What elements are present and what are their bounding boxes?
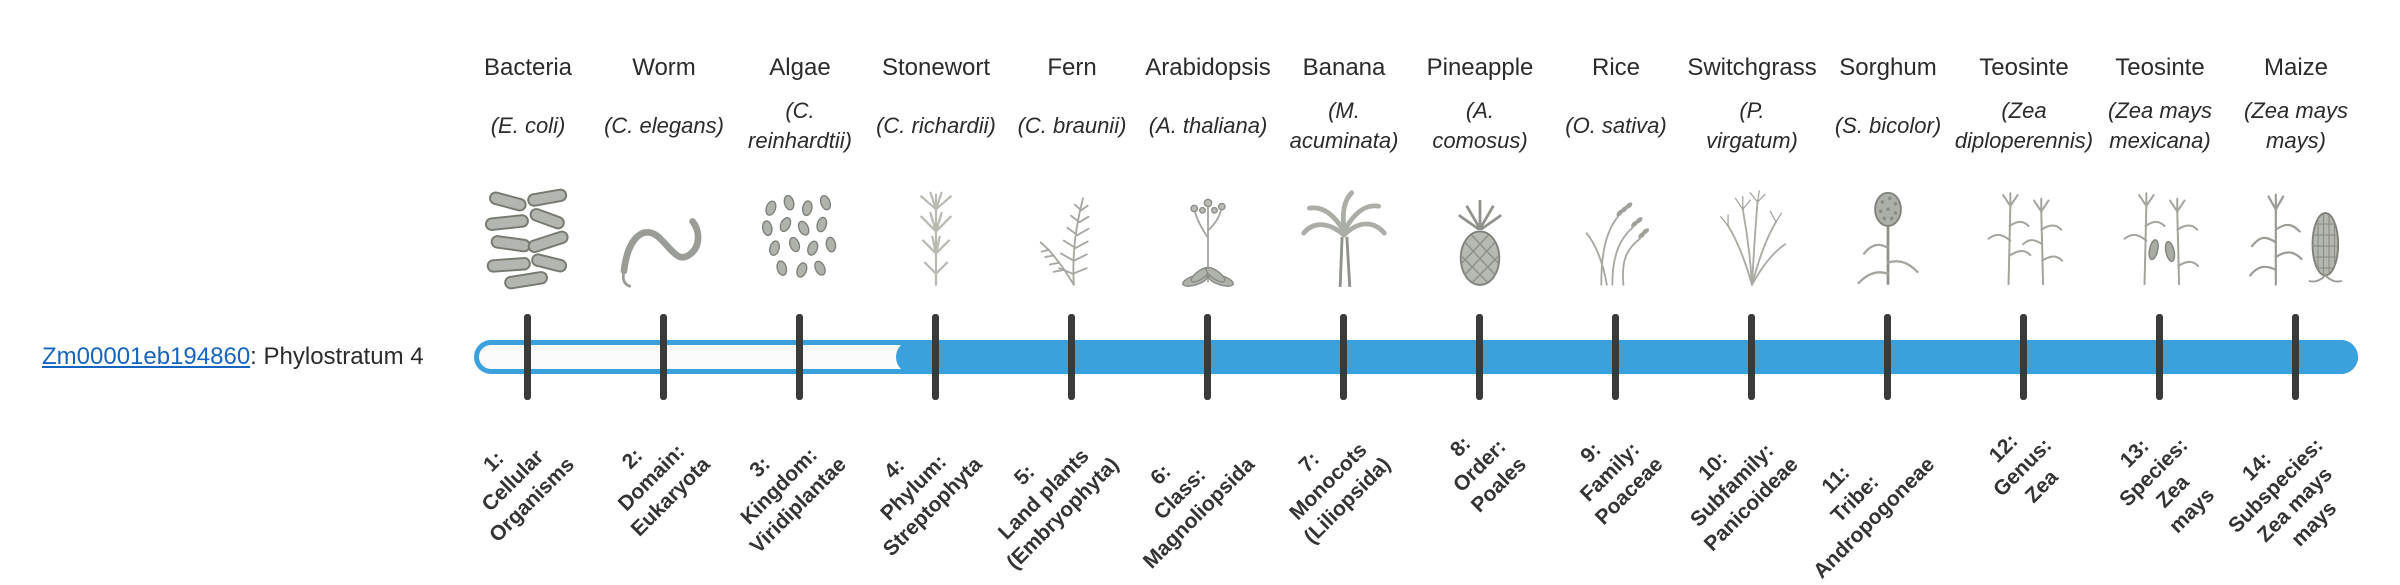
tick-label-11: 11: Tribe: Andropogoneae	[1808, 452, 1939, 583]
fern-icon	[987, 168, 1157, 290]
organism-column-teosinte-diploperennis: Teosinte (Zea diploperennis)	[1939, 52, 2109, 290]
pineapple-icon	[1395, 168, 1565, 290]
organism-scientific-name: (M. acuminata)	[1289, 98, 1399, 153]
organism-column-bacteria: Bacteria (E. coli)	[443, 52, 613, 290]
organism-name: Stonewort	[881, 54, 991, 81]
organism-name: Teosinte	[2115, 54, 2205, 81]
organism-scientific-name: (C. richardii)	[876, 113, 996, 139]
organism-name: Fern	[1047, 54, 1097, 81]
tick-label-7: 7: Monocots (Liliopsida)	[1285, 438, 1395, 549]
stonewort-icon	[851, 168, 1021, 290]
gene-id-link[interactable]: Zm00001eb194860	[42, 343, 251, 370]
organism-scientific-name: (C. elegans)	[604, 113, 724, 139]
organism-column-switchgrass: Switchgrass (P. virgatum)	[1667, 52, 1837, 290]
organism-column-pineapple: Pineapple (A. comosus)	[1395, 52, 1565, 290]
bacteria-icon	[443, 168, 613, 290]
tick-13	[2156, 314, 2163, 400]
tick-label-12: 12: Genus: Zea	[1984, 429, 2063, 508]
teosinte-diploperennis-icon	[1939, 168, 2109, 290]
worm-icon	[579, 168, 749, 290]
tick-11	[1884, 314, 1891, 400]
organism-scientific-name: (C. braunii)	[1017, 113, 1127, 139]
tick-14	[2292, 314, 2299, 400]
tick-label-14: 14: Subspecies: Zea mays mays	[2224, 433, 2342, 551]
rice-icon	[1531, 168, 1701, 290]
organism-name: Banana	[1302, 54, 1386, 81]
tick-label-9: 9: Family: Poaceae	[1575, 437, 1667, 530]
timeline-bar-fill	[896, 340, 2358, 374]
sorghum-icon	[1803, 168, 1973, 290]
algae-icon	[715, 168, 885, 290]
tick-1	[524, 314, 531, 400]
tick-6	[1204, 314, 1211, 400]
organism-name: Sorghum	[1839, 54, 1937, 81]
switchgrass-icon	[1667, 168, 1837, 290]
tick-2	[660, 314, 667, 400]
tick-3	[796, 314, 803, 400]
organism-column-worm: Worm (C. elegans)	[579, 52, 749, 290]
organism-column-fern: Fern (C. braunii)	[987, 52, 1157, 290]
tick-label-6: 6: Class: Magnoliopsida	[1138, 452, 1259, 573]
tick-10	[1748, 314, 1755, 400]
organism-column-arabidopsis: Arabidopsis (A. thaliana)	[1123, 52, 1293, 290]
organism-scientific-name: (A. thaliana)	[1148, 113, 1268, 139]
gene-phylostratum-text: : Phylostratum 4	[250, 343, 424, 370]
tick-label-13: 13: Species: Zea mays	[2114, 433, 2219, 538]
organism-name: Algae	[769, 54, 831, 81]
organism-scientific-name: (Zea diploperennis)	[1954, 98, 2094, 153]
organism-scientific-name: (P. virgatum)	[1706, 98, 1798, 153]
organism-name: Switchgrass	[1687, 54, 1817, 81]
organism-column-teosinte-mexicana: Teosinte (Zea mays mexicana)	[2075, 52, 2245, 290]
tick-8	[1476, 314, 1483, 400]
organism-column-sorghum: Sorghum (S. bicolor)	[1803, 52, 1973, 290]
organism-column-banana: Banana (M. acuminata)	[1259, 52, 1429, 290]
organism-name: Pineapple	[1426, 54, 1534, 81]
organism-scientific-name: (E. coli)	[490, 113, 566, 139]
arabidopsis-icon	[1123, 168, 1293, 290]
tick-label-1: 1: Cellular Organisms	[477, 445, 579, 547]
organism-name: Worm	[632, 54, 696, 81]
organism-scientific-name: (C. reinhardtii)	[748, 98, 852, 153]
tick-label-2: 2: Domain: Eukaryota	[614, 439, 715, 541]
tick-5	[1068, 314, 1075, 400]
organism-column-algae: Algae (C. reinhardtii)	[715, 52, 885, 290]
gene-label: Zm00001eb194860: Phylostratum 4	[42, 343, 424, 371]
tick-label-3: 3: Kingdom: Viridiplantae	[736, 443, 851, 558]
tick-label-4: 4: Phylum: Streptophyta	[876, 450, 987, 561]
tick-4	[932, 314, 939, 400]
organism-name: Teosinte	[1979, 54, 2069, 81]
tick-label-8: 8: Order: Poales	[1446, 432, 1531, 517]
organism-name: Arabidopsis	[1145, 54, 1271, 81]
tick-12	[2020, 314, 2027, 400]
teosinte-mexicana-icon	[2075, 168, 2245, 290]
maize-icon	[2211, 168, 2381, 290]
organism-column-rice: Rice (O. sativa)	[1531, 52, 1701, 290]
organism-name: Rice	[1591, 54, 1640, 81]
banana-icon	[1259, 168, 1429, 290]
tick-9	[1612, 314, 1619, 400]
organism-scientific-name: (A. comosus)	[1432, 98, 1528, 153]
organism-scientific-name: (O. sativa)	[1565, 113, 1667, 139]
organism-column-stonewort: Stonewort (C. richardii)	[851, 52, 1021, 290]
organism-name: Maize	[2263, 54, 2329, 81]
organism-scientific-name: (S. bicolor)	[1834, 113, 1942, 139]
tick-7	[1340, 314, 1347, 400]
organism-scientific-name: (Zea mays mexicana)	[2108, 98, 2212, 153]
organism-name: Bacteria	[483, 54, 573, 81]
tick-label-5: 5: Land plants (Embryophyta)	[993, 444, 1123, 574]
organism-scientific-name: (Zea mays mays)	[2244, 98, 2348, 153]
organism-column-maize: Maize (Zea mays mays)	[2211, 52, 2381, 290]
